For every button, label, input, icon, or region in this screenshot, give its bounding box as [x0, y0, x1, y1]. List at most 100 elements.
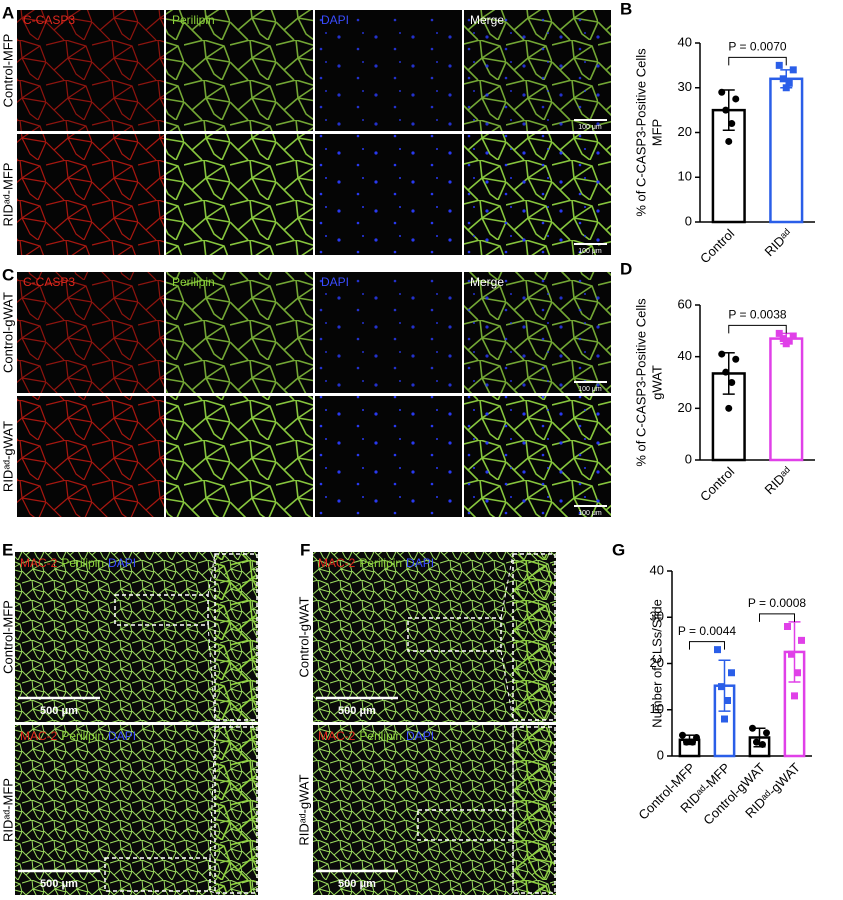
data-point	[728, 379, 736, 386]
inset	[214, 553, 258, 721]
zoom-box	[114, 594, 209, 626]
micrograph-signal	[17, 396, 164, 517]
channel-label: C-CASP3	[23, 275, 75, 289]
data-point	[794, 669, 801, 677]
micrograph-signal	[315, 272, 462, 393]
y-tick-label: 10	[678, 169, 692, 184]
scale-bar-label: 100 μm	[578, 386, 602, 393]
inset	[512, 553, 556, 721]
p-value: P = 0.0008	[748, 596, 806, 610]
data-point	[782, 84, 790, 92]
y-axis-label: Number of CLSs/Slide	[649, 599, 664, 728]
data-point	[728, 120, 736, 128]
data-point	[732, 355, 740, 363]
data-point	[693, 734, 700, 741]
stain-label: Perilipin	[359, 729, 402, 743]
panel-letter: D	[620, 259, 632, 278]
scale-bar-label: 500 μm	[338, 878, 376, 890]
y-axis-label: gWAT	[649, 365, 664, 400]
scale-bar-label: 100 μm	[578, 510, 602, 517]
data-point	[784, 623, 791, 630]
y-tick-label: 20	[678, 124, 692, 139]
data-point	[724, 697, 731, 704]
zoom-line	[209, 890, 216, 894]
panel-letter: B	[620, 0, 632, 18]
micrograph-signal	[166, 272, 313, 393]
significance-bracket	[728, 56, 787, 66]
micrograph-signal	[315, 10, 462, 131]
row-label: Control-MFP	[0, 34, 15, 108]
x-tick-label: Control	[697, 464, 737, 504]
data-point	[775, 61, 783, 69]
data-point	[789, 66, 797, 74]
data-point	[714, 646, 721, 654]
scale-bar-label: 500 μm	[40, 878, 78, 890]
zoom-line	[209, 726, 216, 859]
y-axis-label: % of C-CASP3-Positive Cells	[633, 48, 648, 217]
stain-label: MAC-2	[318, 729, 356, 743]
data-point	[721, 715, 728, 723]
micrograph-signal	[17, 272, 164, 393]
data-point	[753, 738, 760, 746]
micrograph-signal	[166, 396, 313, 517]
row-label: RIDᵃᵈ-gWAT	[296, 774, 311, 845]
data-point	[785, 79, 793, 87]
channel-label: DAPI	[321, 13, 349, 27]
micrograph-signal	[464, 272, 611, 393]
bar	[769, 337, 804, 462]
micrograph-signal	[166, 10, 313, 131]
micrograph-signal	[464, 10, 611, 131]
stain-label: DAPI	[108, 556, 136, 570]
scale-bar-label: 100 μm	[578, 248, 602, 255]
channel-label: Merge	[470, 13, 504, 27]
y-tick-label: 40	[650, 562, 664, 577]
zoom-box	[104, 857, 211, 892]
data-point	[689, 738, 696, 746]
inset	[214, 726, 258, 894]
data-point	[789, 332, 797, 340]
stain-labels: MAC-2 Perilipin DAPI	[318, 729, 434, 743]
y-tick-label: 20	[678, 400, 692, 415]
micrograph-signal	[315, 396, 462, 517]
data-point	[725, 137, 733, 145]
micrograph-signal	[464, 134, 611, 255]
channel-label: Perilipin	[172, 275, 215, 289]
row-label: RIDᵃᵈ-MFP	[0, 163, 15, 227]
data-point	[788, 650, 795, 658]
stain-label: Perilipin	[61, 729, 104, 743]
x-tick-label: RIDᵃᵈ	[761, 464, 794, 497]
significance-bracket	[689, 641, 725, 650]
stain-label: DAPI	[108, 729, 136, 743]
data-point	[759, 740, 766, 748]
data-point	[722, 106, 730, 114]
zoom-box	[417, 809, 514, 841]
y-tick-label: 30	[678, 79, 692, 94]
significance-bracket	[759, 613, 795, 622]
data-point	[725, 404, 733, 412]
row-label: RIDᵃᵈ-gWAT	[0, 421, 15, 492]
y-tick-label: 0	[685, 451, 692, 466]
scale-bar-label: 500 μm	[338, 705, 376, 717]
data-point	[779, 75, 787, 83]
data-point	[722, 368, 730, 376]
data-point	[791, 692, 798, 700]
y-tick-label: 40	[678, 34, 692, 49]
stain-label: MAC-2	[20, 729, 58, 743]
micrograph-signal	[166, 134, 313, 255]
data-point	[763, 729, 770, 737]
inset	[512, 726, 556, 894]
data-point	[782, 340, 790, 348]
panel-letter: C	[2, 265, 14, 284]
stain-label: Perilipin	[359, 556, 402, 570]
stain-label: Perilipin	[61, 556, 104, 570]
data-point	[718, 683, 725, 691]
stain-label: MAC-2	[20, 556, 58, 570]
data-point	[679, 731, 686, 739]
y-axis-label: MFP	[649, 119, 664, 146]
bar	[769, 77, 804, 224]
significance-bracket	[728, 324, 787, 334]
scale-bar-label: 100 μm	[578, 124, 602, 131]
x-tick-label: RIDᵃᵈ	[761, 226, 794, 259]
micrograph-signal	[17, 134, 164, 255]
p-value: P = 0.0070	[728, 40, 786, 54]
